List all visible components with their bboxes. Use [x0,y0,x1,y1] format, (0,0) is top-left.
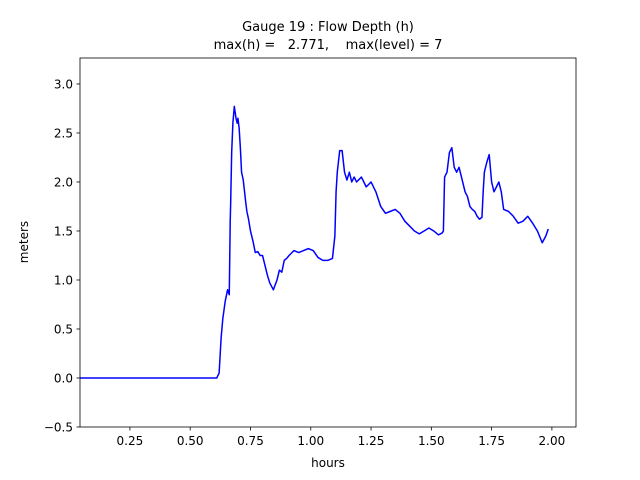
x-axis-label: hours [311,456,345,470]
x-tick-label: 0.75 [237,434,264,448]
x-tick-label: 1.50 [418,434,445,448]
y-tick-label: 0.5 [54,322,73,336]
plot-frame [79,57,577,428]
x-tick-label: 1.25 [358,434,385,448]
x-tick-label: 1.00 [297,434,324,448]
y-tick-label: 3.0 [54,77,73,91]
y-tick-label: 1.5 [54,224,73,238]
y-tick-label: 1.0 [54,273,73,287]
chart-title: Gauge 19 : Flow Depth (h) [242,20,414,35]
x-tick-label: 0.25 [117,434,144,448]
y-tick-label: 0.0 [54,371,73,385]
y-tick-label: −0.5 [44,421,73,435]
x-tick-label: 1.75 [478,434,505,448]
y-tick-label: 2.5 [54,126,73,140]
x-tick-label: 0.50 [177,434,204,448]
chart-subtitle: max(h) = 2.771, max(level) = 7 [214,38,443,53]
y-axis-label: meters [17,221,31,263]
y-tick-label: 2.0 [54,175,73,189]
data-line [80,105,549,379]
x-tick-label: 2.00 [539,434,566,448]
